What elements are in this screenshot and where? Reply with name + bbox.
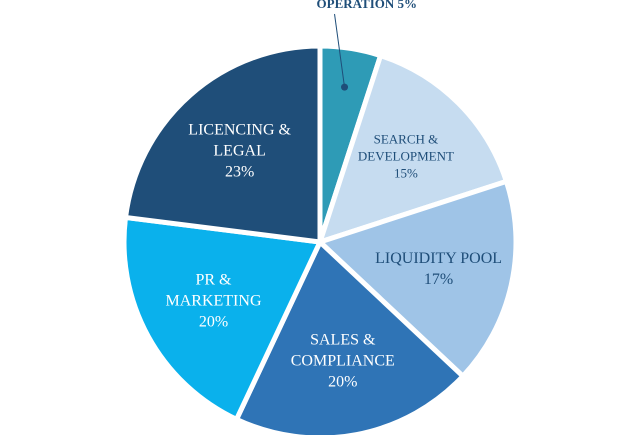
slice-label: LIQUIDITY POOL 17% [374, 248, 504, 290]
value-label: 15% [394, 165, 418, 181]
value-label: 23% [224, 163, 255, 181]
slice-label: LICENCING & LEGAL 23% [175, 119, 305, 182]
category-label: OPERATION [316, 0, 395, 11]
value-label: 20% [328, 373, 358, 391]
value-label: 5% [397, 0, 418, 11]
pie-slice [317, 178, 519, 379]
category-label: LICENCING & LEGAL [188, 121, 291, 160]
category-label: LIQUIDITY POOL [375, 249, 503, 267]
value-label: 17% [423, 270, 454, 288]
slice-label: PR & MARKETING 20% [149, 269, 279, 332]
value-label: 20% [198, 313, 229, 331]
pie-slice [123, 43, 323, 245]
slice-label: OPERATION 5% [317, 0, 418, 12]
slice-label: SALES & COMPLIANCE 20% [278, 330, 408, 393]
category-label: SALES & COMPLIANCE [290, 331, 395, 370]
category-label: SEARCH & DEVELOPMENT [357, 131, 454, 164]
slice-label: SEARCH & DEVELOPMENT 15% [346, 131, 466, 182]
pie-slice [121, 214, 323, 422]
label-leader [334, 13, 346, 88]
category-label: PR & MARKETING [165, 271, 262, 310]
